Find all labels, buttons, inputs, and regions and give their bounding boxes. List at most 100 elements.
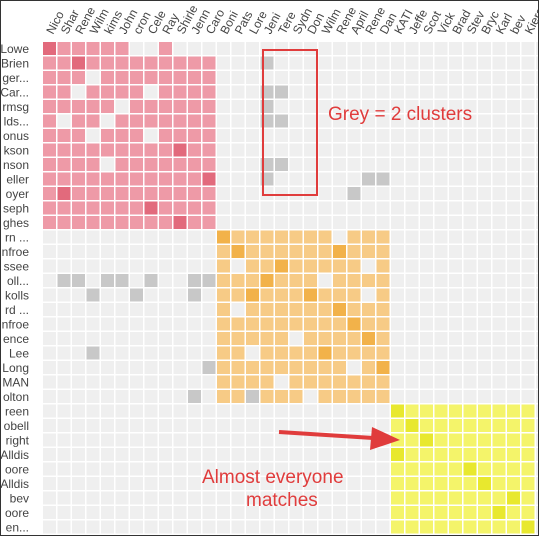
matrix-cell-pink — [115, 129, 129, 142]
matrix-cell-pink — [202, 100, 216, 113]
matrix-cell-empty — [72, 404, 85, 418]
matrix-cell-orange — [246, 245, 259, 258]
matrix-cell-orange — [304, 346, 317, 360]
matrix-cell-pink — [43, 172, 56, 186]
matrix-cell-empty — [449, 172, 462, 186]
matrix-cell-yellow — [478, 520, 491, 534]
matrix-cell-empty — [492, 71, 506, 84]
matrix-cell-pink — [72, 187, 85, 200]
matrix-cell-yellow — [463, 491, 477, 505]
matrix-cell-empty — [492, 245, 506, 258]
matrix-cell-yellow — [449, 462, 462, 476]
matrix-cell-empty — [391, 390, 404, 403]
matrix-cell-orange — [333, 288, 346, 302]
matrix-cell-yellow — [434, 433, 448, 447]
arrow-head-icon — [370, 427, 400, 450]
matrix-cell-empty — [246, 448, 259, 461]
matrix-cell-empty — [202, 506, 216, 519]
matrix-cell-pink — [159, 143, 172, 157]
matrix-cell-orange — [246, 361, 259, 374]
matrix-cell-orange — [333, 317, 346, 331]
matrix-cell-pink — [43, 71, 56, 84]
matrix-cell-empty — [362, 100, 375, 113]
matrix-cell-empty — [347, 419, 361, 432]
matrix-cell-empty — [347, 172, 361, 186]
matrix-cell-empty — [492, 100, 506, 113]
matrix-cell-yellow — [478, 491, 491, 505]
matrix-cell-empty — [72, 477, 85, 490]
matrix-cells — [43, 42, 538, 534]
matrix-cell-empty — [275, 201, 288, 215]
matrix-cell-empty — [43, 419, 56, 432]
matrix-cell-empty — [188, 346, 201, 360]
matrix-cell-empty — [72, 346, 85, 360]
matrix-cell-orange — [362, 375, 375, 389]
matrix-cell-empty — [101, 462, 114, 476]
matrix-cell-empty — [521, 390, 535, 403]
matrix-cell-empty — [275, 520, 288, 534]
matrix-cell-pink — [130, 85, 143, 99]
row-label: Lee — [9, 347, 29, 361]
matrix-cell-empty — [159, 491, 172, 505]
matrix-cell-empty — [376, 187, 390, 200]
matrix-cell-empty — [304, 419, 317, 432]
matrix-cell-orange — [318, 390, 332, 403]
matrix-cell-empty — [101, 114, 114, 128]
matrix-cell-empty — [86, 491, 100, 505]
matrix-cell-empty — [217, 172, 230, 186]
matrix-cell-empty — [72, 361, 85, 374]
matrix-cell-empty — [434, 158, 448, 171]
matrix-cell-pink — [202, 71, 216, 84]
matrix-cell-empty — [405, 274, 419, 287]
matrix-cell-empty — [188, 433, 201, 447]
matrix-cell-yellow — [521, 462, 535, 476]
matrix-cell-orange — [304, 288, 317, 302]
matrix-cell-empty — [478, 143, 491, 157]
matrix-cell-empty — [449, 187, 462, 200]
matrix-cell-pink — [43, 100, 56, 113]
matrix-cell-empty — [72, 288, 85, 302]
matrix-cell-empty — [130, 462, 143, 476]
matrix-cell-empty — [347, 361, 361, 374]
matrix-cell-orange — [260, 390, 274, 403]
matrix-cell-pink — [72, 172, 85, 186]
matrix-cell-empty — [420, 303, 433, 316]
matrix-cell-empty — [231, 172, 245, 186]
matrix-cell-empty — [318, 42, 332, 55]
matrix-cell-empty — [420, 100, 433, 113]
matrix-cell-orange — [347, 346, 361, 360]
matrix-cell-pink — [115, 201, 129, 215]
matrix-cell-pink — [173, 187, 187, 200]
matrix-cell-empty — [115, 317, 129, 331]
matrix-cell-empty — [376, 71, 390, 84]
matrix-cell-empty — [275, 462, 288, 476]
matrix-cell-empty — [521, 158, 535, 171]
matrix-cell-empty — [420, 375, 433, 389]
matrix-cell-orange — [362, 346, 375, 360]
matrix-cell-empty — [144, 346, 158, 360]
matrix-cell-empty — [246, 477, 259, 490]
matrix-cell-empty — [246, 42, 259, 55]
matrix-cell-empty — [231, 216, 245, 229]
matrix-cell-empty — [507, 158, 520, 171]
matrix-cell-empty — [434, 216, 448, 229]
matrix-cell-empty — [144, 230, 158, 244]
matrix-cell-orange — [289, 274, 303, 287]
matrix-cell-pink — [130, 172, 143, 186]
matrix-cell-orange — [318, 303, 332, 316]
matrix-cell-empty — [231, 433, 245, 447]
matrix-cell-empty — [492, 172, 506, 186]
matrix-cell-empty — [260, 491, 274, 505]
matrix-cell-empty — [521, 317, 535, 331]
matrix-cell-yellow — [507, 419, 520, 432]
matrix-cell-empty — [449, 317, 462, 331]
matrix-cell-pink — [57, 158, 71, 171]
matrix-cell-empty — [72, 390, 85, 403]
matrix-cell-empty — [289, 172, 303, 186]
matrix-cell-pink — [159, 201, 172, 215]
matrix-cell-grey — [202, 361, 216, 374]
matrix-cell-empty — [492, 201, 506, 215]
matrix-cell-empty — [521, 230, 535, 244]
matrix-cell-empty — [420, 288, 433, 302]
row-label: oore — [5, 506, 29, 520]
